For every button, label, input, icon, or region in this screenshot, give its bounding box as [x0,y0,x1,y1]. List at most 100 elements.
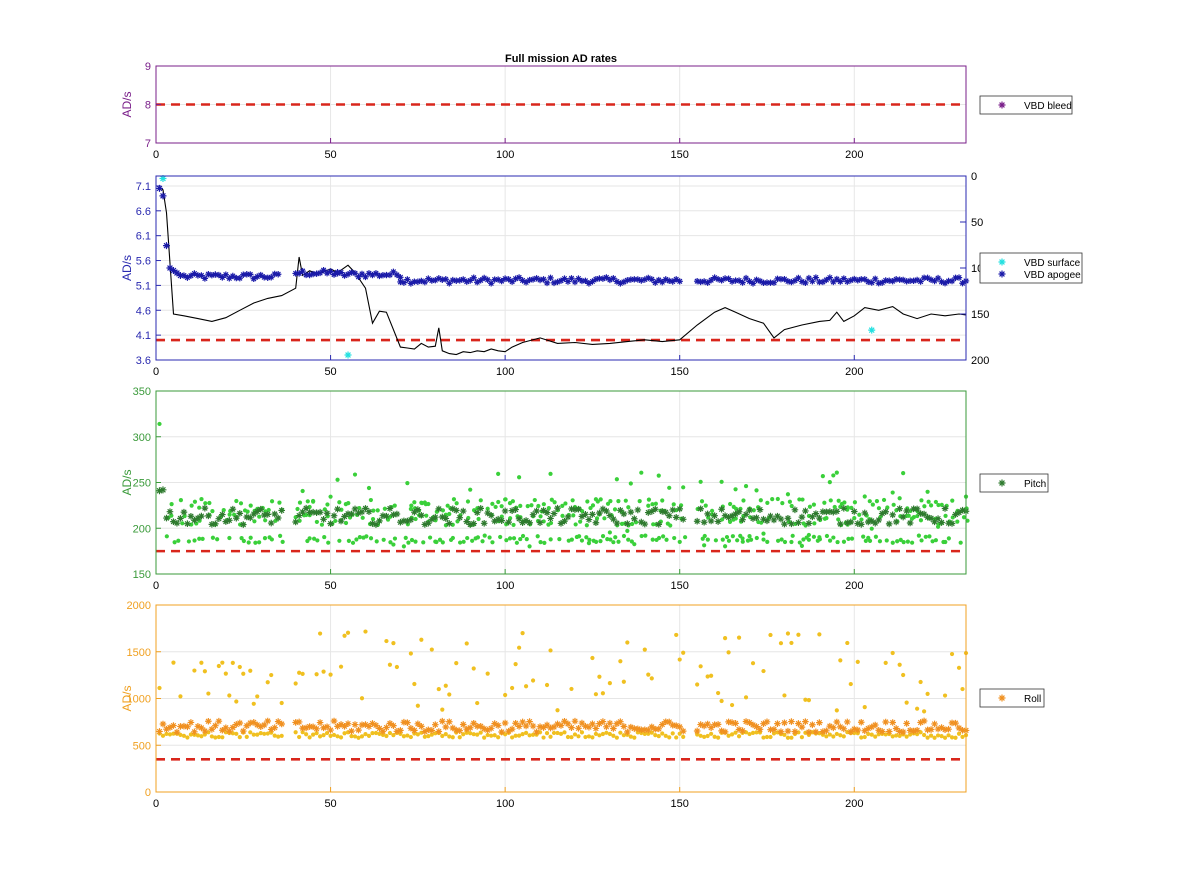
roll-dot [576,734,581,739]
panel-pitch: 0 50 100 150 200 150 200 250 300 350 AD/s Pitch [120,386,1049,592]
pitch-star [791,506,799,514]
pitch-star [184,520,191,528]
vbd-apogee-point [208,272,216,279]
roll-star [833,718,841,726]
vbd-apogee-point [379,271,387,279]
vbd-apogee-point [547,274,554,282]
roll-star [662,718,670,726]
roll-dot [621,679,626,684]
pitch-dot [584,523,589,528]
x-tick-label: 50 [324,798,336,810]
vbd-apogee-point [613,278,621,285]
roll-dot [419,637,424,642]
pitch-star [774,512,781,520]
roll-dot [464,730,469,735]
vbd-apogee-point [568,275,575,282]
pitch-star [414,506,422,513]
vbd-apogee-point [910,277,917,285]
pitch-star [592,519,600,527]
roll-star [264,717,272,725]
pitch-dot [857,512,862,517]
roll-dot [475,700,480,706]
roll-dot [384,638,389,644]
roll-star [320,724,327,732]
roll-dot [279,733,284,738]
vbd-apogee-point [875,280,882,287]
x-tick-label: 100 [496,149,514,161]
pitch-star [941,505,949,512]
pitch-star [508,507,516,514]
roll-dot [956,665,962,670]
pitch-star [589,511,596,518]
pitch-dot [754,488,759,493]
roll-dot [956,731,962,736]
x-tick-label: 0 [153,366,159,378]
roll-dot [258,731,263,736]
roll-dot [377,731,382,736]
pitch-star [239,521,247,528]
vbd-surface-point [344,351,352,359]
roll-dot [517,645,522,650]
pitch-dot [557,537,562,542]
pitch-dot [443,523,449,528]
pitch-dot [797,540,802,545]
pitch-dot [817,535,822,540]
roll-star [913,726,921,734]
pitch-dot [852,500,858,505]
roll-star [233,721,240,728]
legend-box [979,473,1049,493]
pitch-star [215,515,223,522]
roll-star [229,724,237,731]
pitch-star [554,504,561,512]
y-tick-label: 500 [133,740,151,752]
roll-dot [894,733,899,738]
pitch-dot [461,539,466,544]
roll-dot [401,734,406,739]
roll-dot [935,733,941,738]
y-tick-label: 200 [133,523,151,535]
roll-star [274,718,282,725]
roll-star [557,722,565,729]
roll-dot [600,731,605,737]
roll-dot [743,695,749,700]
pitch-dot [901,471,906,476]
roll-star [411,727,418,734]
pitch-star [575,505,582,513]
roll-dot [562,730,567,735]
pitch-dot [891,502,896,507]
pitch-dot [382,506,387,511]
vbd-apogee-point [746,278,753,285]
roll-star [498,728,505,736]
vbd-apogee-point [872,275,879,283]
pitch-dot [504,538,509,543]
pitch-star [323,509,331,517]
pitch-star [512,506,519,513]
pitch-dot [916,533,922,538]
pitch-dot [822,500,827,505]
vbd-apogee-point [589,278,596,285]
roll-dot [736,734,742,739]
roll-dot [789,640,794,646]
vbd-apogee-point [491,276,498,283]
roll-star [205,717,212,725]
roll-star [386,720,394,727]
vbd-apogee-point [390,268,397,276]
pitch-dot [520,533,526,539]
vbd-apogee-point [484,276,491,283]
roll-dot [656,734,661,739]
roll-star [644,726,652,734]
pitch-star [617,506,624,514]
roll-star [452,726,460,734]
pitch-dot [923,534,928,539]
roll-star [194,723,202,730]
roll-dot [565,734,571,740]
roll-star [830,724,837,732]
roll-star [323,723,331,731]
vbd-apogee-point [847,277,854,284]
pitch-star [948,520,956,527]
pitch-star [208,521,216,528]
pitch-dot [935,524,941,529]
pitch-star [843,519,851,527]
roll-star [718,727,725,735]
